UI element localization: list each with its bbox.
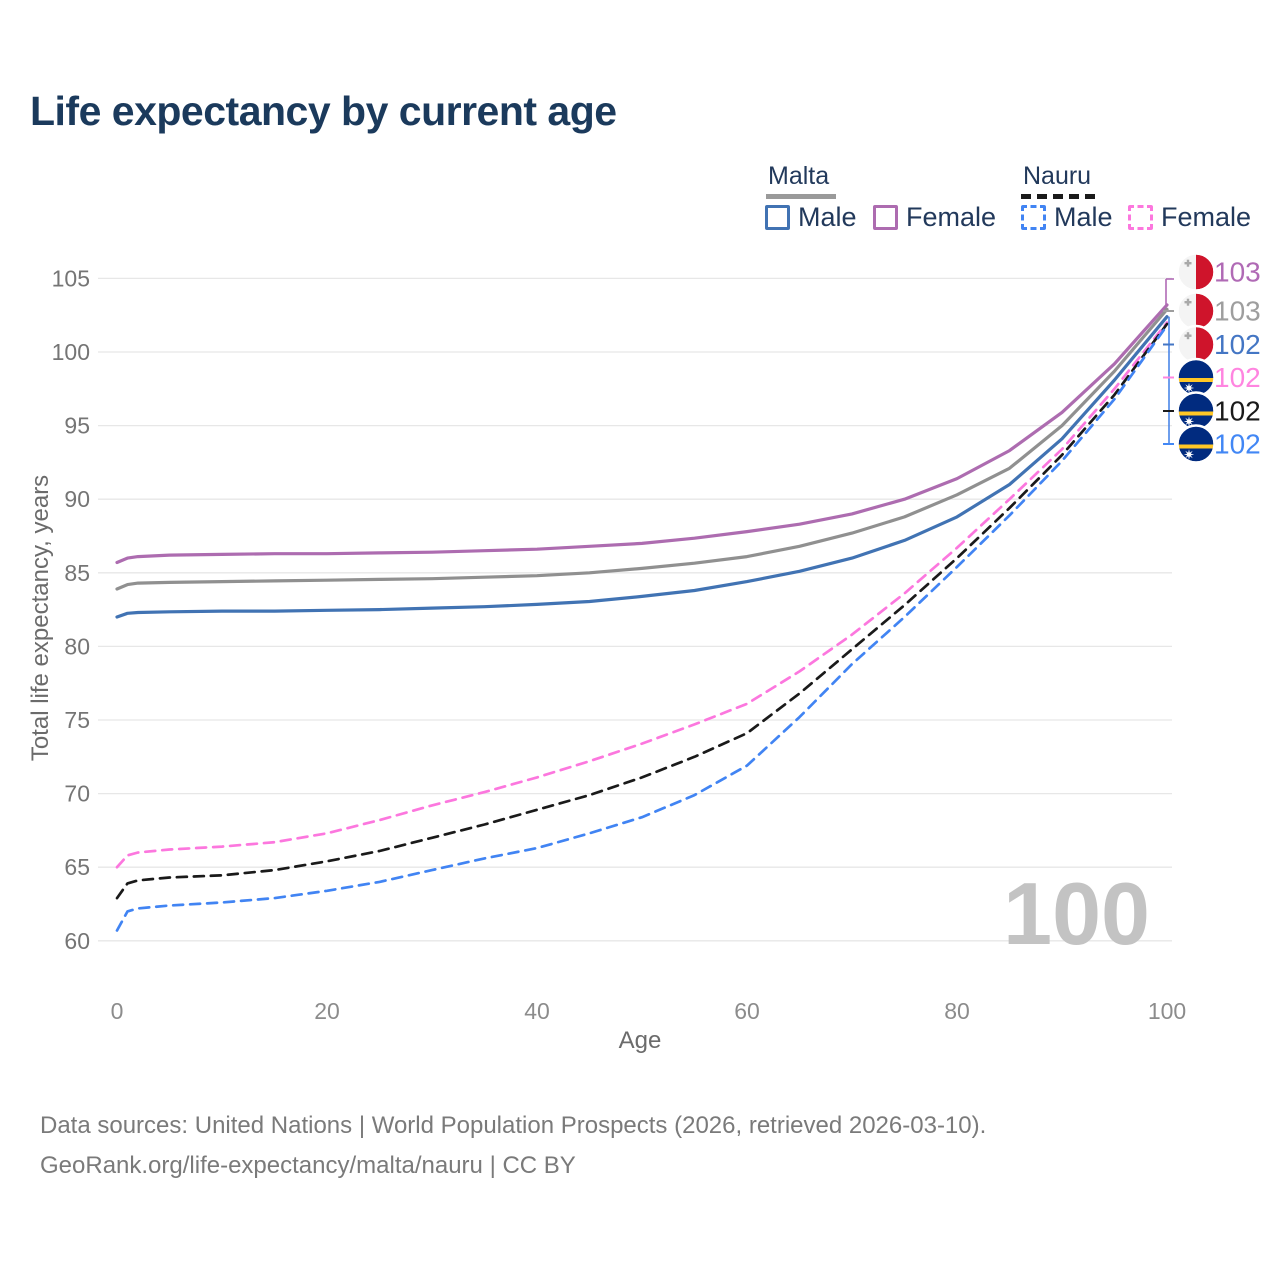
x-tick-label: 20 xyxy=(314,998,340,1024)
end-label-nauru-5: 102 xyxy=(1214,429,1261,460)
legend-group-malta: Malta xyxy=(768,162,830,190)
series-line-nauru-female xyxy=(115,321,1169,869)
y-tick-label: 85 xyxy=(64,560,90,586)
legend-label-nauru-female: Female xyxy=(1161,202,1252,232)
y-tick-label: 80 xyxy=(64,633,90,659)
y-tick-label: 60 xyxy=(64,928,90,954)
x-tick-label: 80 xyxy=(944,998,970,1024)
flag-malta-icon xyxy=(1176,291,1216,331)
y-tick-label: 100 xyxy=(52,339,90,365)
end-label-malta-1: 103 xyxy=(1214,296,1261,327)
legend-label-nauru-male: Male xyxy=(1054,202,1113,232)
flag-malta-icon xyxy=(1176,324,1216,365)
end-label-nauru-4: 102 xyxy=(1214,396,1261,427)
x-tick-label: 100 xyxy=(1148,998,1186,1024)
legend-checkbox-nauru-female[interactable] xyxy=(1128,205,1153,230)
legend-checkbox-malta-female[interactable] xyxy=(873,205,898,230)
legend-checkbox-malta-male[interactable] xyxy=(765,205,790,230)
x-tick-label: 60 xyxy=(734,998,760,1024)
y-tick-label: 70 xyxy=(64,781,90,807)
axis-title-x: Age xyxy=(619,1027,662,1054)
y-tick-label: 75 xyxy=(64,707,90,733)
y-tick-label: 65 xyxy=(64,854,90,880)
age-watermark: 100 xyxy=(1003,864,1150,963)
legend-malta-line-sample xyxy=(766,194,836,199)
flag-malta-icon xyxy=(1176,252,1216,292)
y-tick-label: 105 xyxy=(52,265,90,291)
series-line-nauru-both-sexes xyxy=(115,322,1169,900)
legend-label-malta-female: Female xyxy=(906,202,997,232)
series-line-malta-male xyxy=(115,315,1169,619)
y-tick-label: 95 xyxy=(64,413,90,439)
data-source-line2: GeoRank.org/life-expectancy/malta/nauru … xyxy=(40,1152,576,1179)
data-source-line1: Data sources: United Nations | World Pop… xyxy=(40,1112,987,1139)
series-line-nauru-male xyxy=(115,324,1169,932)
legend-group-nauru: Nauru xyxy=(1023,162,1092,190)
end-label-nauru-3: 102 xyxy=(1214,362,1261,393)
flag-nauru-icon xyxy=(1176,391,1216,431)
axis-title-y: Total life expectancy, years xyxy=(27,475,54,761)
end-label-malta-0: 103 xyxy=(1214,257,1261,288)
data-source-note: Data sources: United Nations | World Pop… xyxy=(40,1106,986,1186)
end-label-malta-2: 102 xyxy=(1214,329,1261,360)
legend-label-malta-male: Male xyxy=(798,202,857,232)
flag-nauru-icon xyxy=(1176,424,1216,464)
series-line-malta-both-sexes xyxy=(115,307,1169,591)
y-tick-label: 90 xyxy=(64,486,90,512)
page-title: Life expectancy by current age xyxy=(30,88,617,134)
legend-nauru-line-sample xyxy=(1021,194,1095,199)
x-tick-label: 0 xyxy=(111,998,124,1024)
x-tick-label: 40 xyxy=(524,998,550,1024)
flag-nauru-icon xyxy=(1176,357,1216,398)
legend-checkbox-nauru-male[interactable] xyxy=(1021,205,1046,230)
series-line-malta-female xyxy=(115,303,1169,565)
